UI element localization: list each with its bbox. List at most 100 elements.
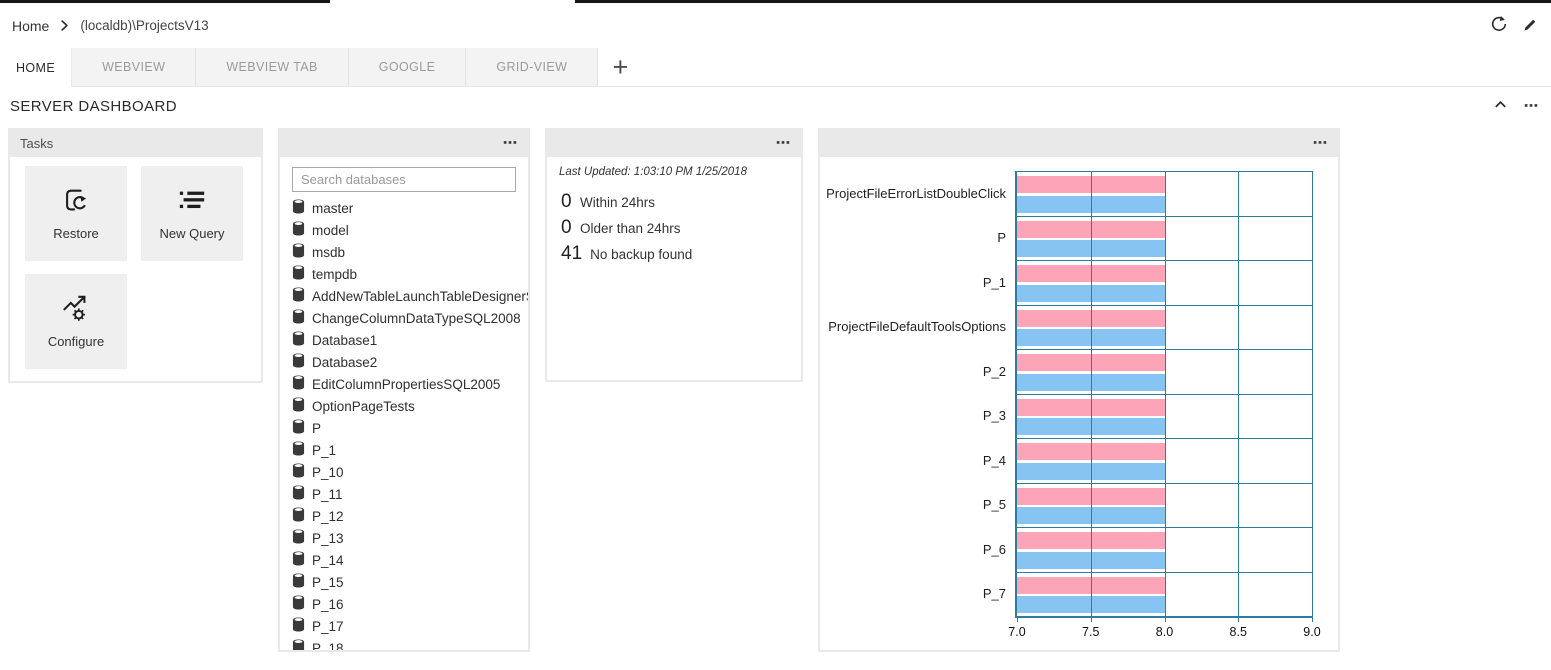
database-item[interactable]: P_13	[292, 527, 516, 549]
refresh-button[interactable]	[1490, 15, 1508, 36]
backup-row: 0 Within 24hrs	[561, 191, 801, 213]
database-item[interactable]: OptionPageTests	[292, 395, 516, 417]
task-label: New Query	[159, 226, 225, 241]
chart-tick-label: 7.5	[1082, 625, 1100, 639]
configure-icon	[61, 294, 91, 327]
page-title: SERVER DASHBOARD	[10, 97, 177, 115]
tab-webview[interactable]: WEBVIEW	[72, 48, 197, 86]
databases-widget-menu-button[interactable]	[502, 134, 518, 153]
bar-chart: ProjectFileErrorListDoubleClick P P_1 Proje…	[820, 171, 1338, 639]
backup-label: No backup found	[590, 247, 693, 262]
database-item[interactable]: EditColumnPropertiesSQL2005	[292, 373, 516, 395]
edit-button[interactable]	[1522, 16, 1539, 36]
chevron-right-icon	[58, 19, 71, 32]
dashboard-menu-button[interactable]	[1523, 97, 1539, 116]
backup-last-updated: Last Updated: 1:03:10 PM 1/25/2018	[559, 166, 747, 178]
backup-row: 41 No backup found	[561, 243, 801, 265]
database-icon	[292, 309, 305, 327]
top-edge-left	[0, 0, 330, 3]
chart-tick-label: 8.5	[1229, 625, 1247, 639]
new-query-button[interactable]: New Query	[141, 166, 243, 261]
task-label: Restore	[53, 226, 99, 241]
backup-label: Within 24hrs	[580, 195, 656, 210]
window-top-edge	[0, 0, 1551, 3]
database-icon	[292, 617, 305, 635]
database-name: EditColumnPropertiesSQL2005	[312, 376, 501, 392]
tab-label: WEBVIEW TAB	[226, 60, 318, 74]
tab-label: GRID-VIEW	[496, 60, 568, 74]
chart-gridline	[1312, 171, 1313, 616]
database-icon	[292, 573, 305, 591]
database-item[interactable]: tempdb	[292, 263, 516, 285]
chart-tick	[1164, 616, 1166, 622]
database-item[interactable]: AddNewTableLaunchTableDesignerS	[292, 285, 528, 307]
chart-widget-menu-button[interactable]	[1312, 134, 1328, 153]
database-name: msdb	[312, 244, 346, 260]
database-item[interactable]: P_11	[292, 483, 516, 505]
database-item[interactable]: P_15	[292, 571, 516, 593]
database-icon	[292, 287, 305, 305]
chart-tick	[1312, 616, 1313, 622]
database-icon	[292, 375, 305, 393]
database-name: P_16	[312, 596, 344, 612]
configure-button[interactable]: Configure	[25, 274, 127, 369]
tasks-widget: Tasks Restore New Query Configure	[8, 128, 263, 383]
database-icon	[292, 529, 305, 547]
chart-category-label: P	[997, 230, 1006, 246]
backup-label: Older than 24hrs	[580, 221, 681, 236]
database-item[interactable]: P_14	[292, 549, 516, 571]
database-item[interactable]: Database1	[292, 329, 516, 351]
database-item[interactable]: P_17	[292, 615, 516, 637]
restore-button[interactable]: Restore	[25, 166, 127, 261]
breadcrumb-actions	[1490, 15, 1539, 36]
add-tab-button[interactable]: +	[598, 48, 643, 86]
task-grid: Restore New Query Configure	[10, 157, 261, 369]
database-item[interactable]: P	[292, 417, 516, 439]
database-item[interactable]: msdb	[292, 241, 516, 263]
tab-bar: HOME WEBVIEW WEBVIEW TAB GOOGLE GRID-VIEW +	[0, 48, 1551, 87]
backup-widget-header	[547, 130, 801, 157]
database-item[interactable]: P_10	[292, 461, 516, 483]
chevron-up-icon	[1493, 97, 1508, 115]
tab-grid-view[interactable]: GRID-VIEW	[466, 48, 599, 86]
ellipsis-icon	[502, 134, 518, 153]
chart-tick-label: 9.0	[1303, 625, 1321, 639]
tab-home[interactable]: HOME	[0, 48, 73, 87]
search-databases-input[interactable]	[292, 167, 516, 192]
database-name: P_18	[312, 640, 344, 652]
chart-category-label: P_5	[982, 497, 1006, 513]
database-name: P_12	[312, 508, 344, 524]
backup-widget-menu-button[interactable]	[775, 134, 791, 153]
database-name: ChangeColumnDataTypeSQL2008	[312, 310, 521, 326]
chart-widget-header	[820, 130, 1338, 157]
backup-count: 0	[561, 217, 572, 238]
collapse-button[interactable]	[1493, 97, 1508, 115]
database-name: master	[312, 200, 354, 216]
database-name: AddNewTableLaunchTableDesignerS	[312, 288, 530, 304]
database-item[interactable]: P_1	[292, 439, 516, 461]
database-icon	[292, 243, 305, 261]
database-item[interactable]: P_16	[292, 593, 516, 615]
database-icon	[292, 507, 305, 525]
database-item[interactable]: ChangeColumnDataTypeSQL2008	[292, 307, 521, 329]
database-name: OptionPageTests	[312, 398, 415, 414]
dashboard-actions	[1493, 97, 1541, 116]
refresh-icon	[1490, 15, 1508, 36]
tab-webview-tab[interactable]: WEBVIEW TAB	[196, 48, 349, 86]
database-item[interactable]: Database2	[292, 351, 516, 373]
database-icon	[292, 639, 305, 652]
database-item[interactable]: model	[292, 219, 516, 241]
databases-widget: master model msdb tempdb AddNewTableLaunchTa…	[278, 128, 530, 652]
ellipsis-icon	[775, 134, 791, 153]
database-icon	[292, 331, 305, 349]
database-item[interactable]: P_18	[292, 637, 516, 652]
breadcrumb-home-link[interactable]: Home	[12, 17, 50, 34]
backup-count: 0	[561, 191, 572, 212]
backup-rows: 0 Within 24hrs 0 Older than 24hrs 41 No backu…	[547, 191, 801, 265]
tab-google[interactable]: GOOGLE	[348, 48, 467, 86]
database-icon	[292, 551, 305, 569]
database-item[interactable]: P_12	[292, 505, 516, 527]
chart-category-label: P_3	[982, 408, 1006, 424]
database-item[interactable]: master	[292, 197, 516, 219]
database-name: P_15	[312, 574, 344, 590]
